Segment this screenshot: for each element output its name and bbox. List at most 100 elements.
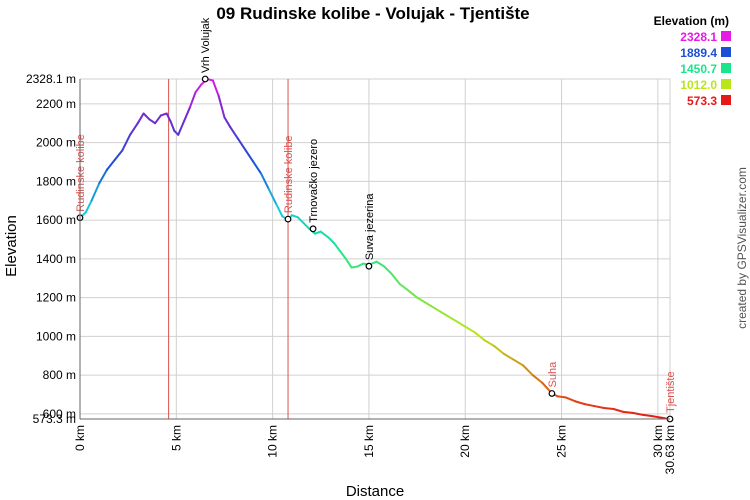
profile-segment <box>211 79 220 98</box>
profile-segment <box>113 149 124 162</box>
profile-segment <box>142 112 151 121</box>
x-tick-label: 5 km <box>169 425 183 451</box>
profile-segment <box>275 203 284 218</box>
profile-segment <box>177 120 186 136</box>
profile-segment <box>169 120 176 132</box>
x-tick-label: 30.63 km <box>663 425 677 474</box>
x-axis-title: Distance <box>346 483 404 500</box>
profile-segment <box>223 116 232 129</box>
profile-segment <box>651 415 663 419</box>
y-axis-title: Elevation <box>3 215 20 277</box>
vertical-markers <box>168 79 289 419</box>
profile-segment <box>564 396 577 403</box>
profile-segment <box>602 407 615 410</box>
profile-segment <box>391 273 401 286</box>
x-tick-label: 30 km <box>651 425 665 458</box>
legend-entry-label: 2328.1 <box>680 30 717 44</box>
y-tick-label: 800 m <box>43 368 76 382</box>
profile-segment <box>236 137 247 152</box>
x-tick-label: 25 km <box>555 425 569 458</box>
x-tick-label: 20 km <box>458 425 472 458</box>
y-tick-label: 2200 m <box>36 97 76 111</box>
profile-segment <box>252 160 263 175</box>
legend-swatch <box>721 47 731 57</box>
profile-segment <box>622 410 634 414</box>
profile-segment <box>406 288 419 299</box>
waypoint-marker <box>201 75 209 83</box>
profile-segment <box>302 221 311 230</box>
credit-text: created by GPSVisualizer.com <box>735 167 749 329</box>
legend-swatch <box>721 95 731 105</box>
profile-segment <box>473 331 486 342</box>
profile-segment <box>183 106 191 123</box>
elevation-profile <box>79 78 671 421</box>
waypoint-label: Rudinske kolibe <box>75 134 87 212</box>
legend-entry-label: 573.3 <box>687 94 717 108</box>
y-tick-label: 2328.1 m <box>26 72 76 86</box>
x-tick-label: 15 km <box>362 425 376 458</box>
profile-segment <box>425 302 438 311</box>
waypoint-marker <box>365 262 373 270</box>
profile-segment <box>344 257 353 269</box>
waypoint-label: Trnovačko jezero <box>308 139 320 223</box>
profile-segment <box>84 199 93 214</box>
profile-segment <box>464 325 476 334</box>
y-tick-label: 1000 m <box>36 329 76 343</box>
profile-segment <box>383 265 394 276</box>
legend-swatch <box>721 63 731 73</box>
y-tick-label: 1600 m <box>36 213 76 227</box>
legend-title: Elevation (m) <box>654 14 729 28</box>
profile-segment <box>416 296 428 305</box>
legend-entry-label: 1889.4 <box>680 46 717 60</box>
y-tick-label: 1800 m <box>36 174 76 188</box>
profile-segment <box>154 114 162 125</box>
y-tick-label: 600 m <box>43 407 76 421</box>
profile-segment <box>522 364 534 377</box>
x-tick-label: 10 km <box>266 425 280 458</box>
profile-segment <box>574 400 586 406</box>
profile-segment <box>188 91 197 109</box>
profile-segment <box>327 236 336 245</box>
waypoint-label: Suva jezerina <box>364 193 376 261</box>
profile-segment <box>244 149 255 163</box>
profile-segment <box>217 95 226 119</box>
profile-segment <box>356 262 365 268</box>
profile-segment <box>296 216 305 224</box>
profile-segment <box>148 118 157 125</box>
legend: Elevation (m) 2328.1 1889.4 1450.7 1012.0 573… <box>654 14 731 108</box>
waypoint-marker <box>309 225 317 233</box>
waypoint-marker <box>284 215 292 223</box>
profile-segment <box>512 358 525 367</box>
profile-segment <box>229 126 239 140</box>
profile-segment <box>339 250 347 260</box>
profile-segment <box>641 413 654 418</box>
profile-segment <box>398 283 409 291</box>
profile-segment <box>260 172 270 191</box>
profile-segment <box>631 411 644 416</box>
profile-segment <box>159 112 168 117</box>
profile-segment <box>165 112 172 123</box>
chart-title: 09 Rudinske kolibe - Volujak - Tjentište <box>216 4 529 23</box>
profile-segment <box>121 133 132 152</box>
y-tick-label: 1200 m <box>36 291 76 305</box>
waypoint-label: Tjentište <box>665 371 677 413</box>
y-tick-label: 2000 m <box>36 136 76 150</box>
legend-swatch <box>721 79 731 89</box>
y-tick-label: 1400 m <box>36 252 76 266</box>
waypoint-marker <box>548 390 556 397</box>
profile-segment <box>319 230 330 239</box>
profile-segment <box>194 83 203 94</box>
profile-segment <box>267 188 278 206</box>
waypoints: Rudinske kolibe Vrh Volujak Rudinske kolib… <box>75 17 677 423</box>
legend-entry-label: 1012.0 <box>680 78 717 92</box>
waypoint-label: Suha <box>547 361 559 388</box>
legend-entry-label: 1450.7 <box>680 62 717 76</box>
profile-segment <box>136 112 145 125</box>
x-tick-label: 0 km <box>73 425 87 451</box>
profile-segment <box>290 214 299 219</box>
profile-segment <box>483 339 496 348</box>
profile-segment <box>333 242 342 253</box>
legend-swatch <box>721 31 731 41</box>
